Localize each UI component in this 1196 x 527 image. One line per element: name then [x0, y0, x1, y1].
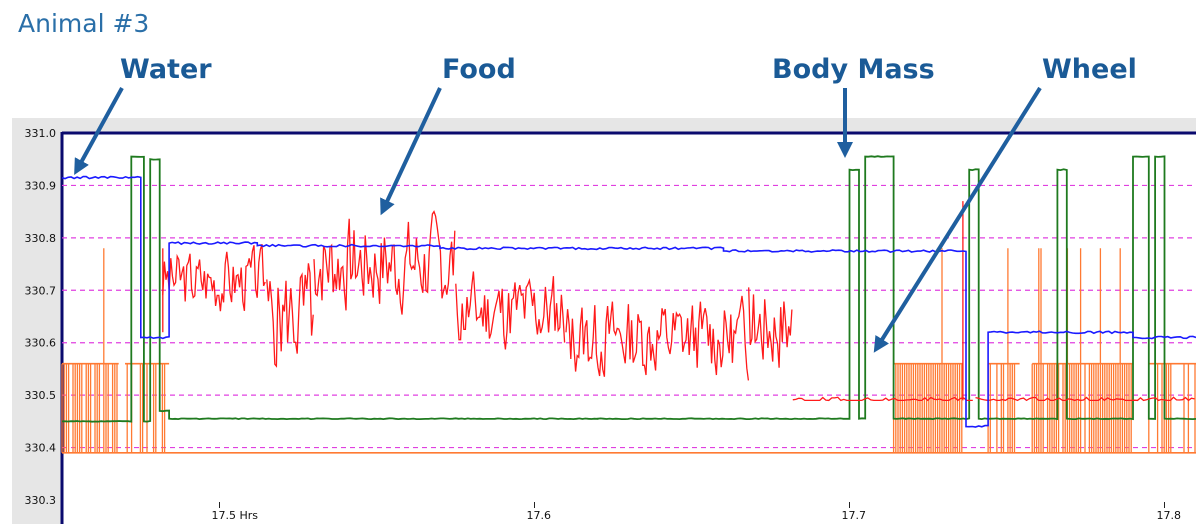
callout-arrow-food: [380, 87, 442, 216]
grid-lines: [62, 184, 1196, 449]
food-series-line: [975, 396, 1195, 402]
callout-arrow-wheel: [873, 86, 1042, 353]
food-series-line: [455, 271, 566, 350]
y-tick-label: 330.3: [25, 494, 57, 507]
callout-label-water: Water: [120, 54, 212, 85]
body-mass-series-line: [61, 155, 1196, 423]
x-tick-label: 17.6: [527, 509, 552, 522]
callout-label-wheel: Wheel: [1042, 54, 1137, 85]
y-tick-label: 331.0: [25, 127, 57, 140]
food-series-line: [792, 396, 973, 402]
food-series-line: [565, 295, 750, 381]
y-tick-label: 330.5: [25, 389, 57, 402]
y-tick-label: 330.8: [25, 232, 57, 245]
x-tick-label: 17.7: [842, 509, 867, 522]
y-tick-label: 330.7: [25, 284, 57, 297]
food-series-line: [162, 244, 266, 312]
x-tick-label: 17.8: [1157, 509, 1182, 522]
y-tick-label: 330.6: [25, 337, 57, 350]
water-series-line: [61, 175, 1196, 428]
y-tick-label: 330.4: [25, 442, 57, 455]
food-series-line: [748, 287, 793, 368]
y-tick-label: 330.9: [25, 179, 57, 192]
food-series-line: [266, 263, 314, 368]
page-title: Animal #3: [18, 9, 149, 38]
callout-arrow-water: [74, 87, 124, 176]
x-axis-ticks: 17.5 Hrs 17.6 17.7 17.8: [212, 502, 1182, 522]
callout-label-body-mass: Body Mass: [772, 54, 935, 85]
callouts: Water Food Body Mass Wheel: [74, 54, 1137, 353]
callout-label-food: Food: [442, 54, 516, 85]
y-axis-ticks: 331.0 330.9 330.8 330.7 330.6 330.5 330.4 330.3: [25, 127, 57, 507]
series-layer: [61, 155, 1196, 454]
x-tick-label: 17.5 Hrs: [212, 509, 259, 522]
wheel-series-burst: [61, 248, 118, 453]
food-series-line: [313, 210, 456, 315]
